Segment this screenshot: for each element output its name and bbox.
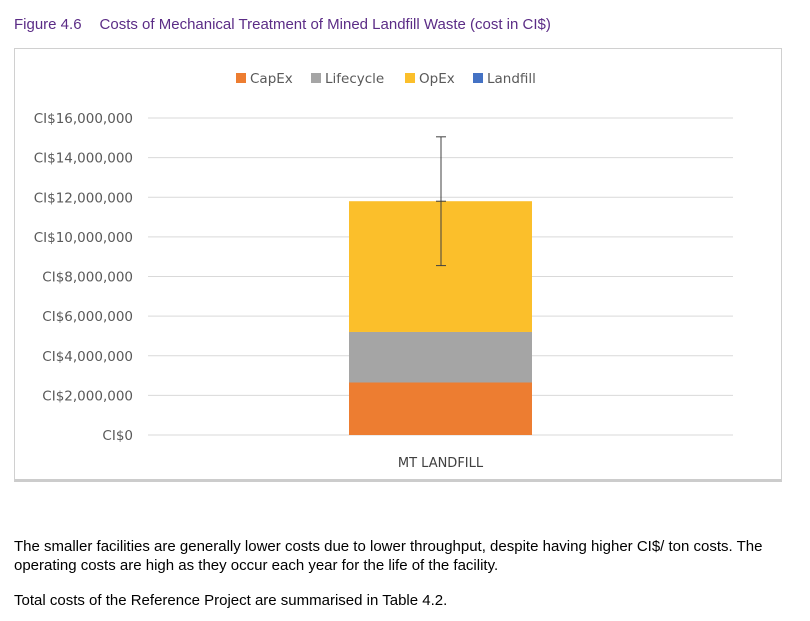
body-paragraph: The smaller facilities are generally low…: [14, 538, 763, 574]
y-tick-label: CI$6,000,000: [42, 309, 133, 325]
figure-caption: Figure 4.6 Costs of Mechanical Treatment …: [14, 16, 551, 33]
y-tick-label: CI$0: [102, 428, 133, 444]
legend-swatch-lifecycle: [311, 73, 321, 83]
legend-swatch-opex: [405, 73, 415, 83]
legend-label-landfill: Landfill: [487, 71, 536, 87]
legend-swatch-landfill: [473, 73, 483, 83]
y-tick-label: CI$2,000,000: [42, 388, 133, 404]
bar-segment-capex: [349, 382, 532, 435]
y-tick-label: CI$16,000,000: [34, 111, 133, 127]
y-tick-label: CI$10,000,000: [34, 230, 133, 246]
legend-swatch-capex: [236, 73, 246, 83]
y-tick-label: CI$12,000,000: [34, 190, 133, 206]
legend-label-lifecycle: Lifecycle: [325, 71, 384, 87]
stacked-bar-chart: CI$0 CI$2,000,000 CI$4,000,000 CI$6,000,000…: [34, 71, 733, 471]
body-paragraph-summary: Total costs of the Reference Project are…: [14, 592, 448, 609]
bar-segment-lifecycle: [349, 331, 532, 383]
y-tick-label: CI$4,000,000: [42, 349, 133, 365]
x-category-label: MT LANDFILL: [398, 456, 484, 471]
figure-number: Figure 4.6: [14, 16, 82, 33]
y-tick-label: CI$14,000,000: [34, 151, 133, 167]
legend-label-capex: CapEx: [250, 71, 293, 87]
figure-title: Costs of Mechanical Treatment of Mined L…: [99, 16, 551, 33]
y-tick-label: CI$8,000,000: [42, 270, 133, 286]
legend-label-opex: OpEx: [419, 71, 455, 87]
